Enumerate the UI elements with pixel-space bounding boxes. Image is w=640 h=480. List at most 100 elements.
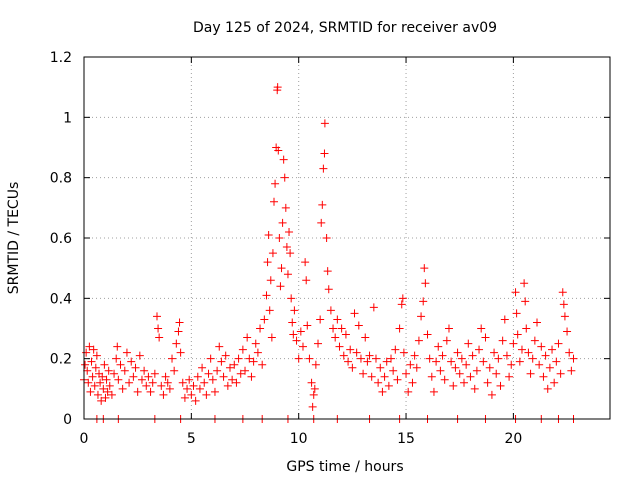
data-point (329, 324, 338, 333)
data-point (290, 306, 299, 315)
data-point (107, 390, 116, 399)
data-point (402, 369, 411, 378)
data-point (382, 357, 391, 366)
data-point (425, 354, 434, 363)
data-point (565, 348, 574, 357)
data-point (155, 333, 164, 342)
data-point (363, 357, 372, 366)
plot-frame (83, 56, 611, 420)
data-point (292, 336, 301, 345)
data-point (230, 360, 239, 369)
data-point (210, 387, 219, 396)
data-point (275, 234, 284, 242)
data-point (301, 258, 310, 267)
data-point (168, 354, 177, 363)
data-point (339, 351, 348, 360)
data-point (225, 363, 234, 372)
data-point (154, 324, 163, 333)
data-point (202, 390, 211, 399)
data-point (521, 297, 530, 306)
data-point (289, 330, 298, 339)
data-point (423, 330, 432, 339)
y-tick-label: 0 (63, 412, 72, 428)
data-point (110, 369, 119, 378)
data-point (270, 197, 279, 206)
data-point (217, 357, 226, 366)
data-point (560, 312, 569, 321)
data-point (125, 378, 134, 387)
data-point (513, 330, 522, 339)
data-point (251, 339, 260, 348)
axis-ticks: 0 5 10 15 20 0 0.2 0.4 0.6 0.8 1 1.2 (50, 50, 610, 447)
data-point (341, 330, 350, 339)
data-point (548, 345, 557, 354)
data-point (118, 384, 127, 393)
data-point (417, 312, 426, 321)
data-point (100, 360, 109, 369)
data-point (236, 369, 245, 378)
data-point (470, 384, 479, 393)
data-point (208, 375, 217, 384)
data-point (238, 345, 247, 354)
y-tick-label: 0.2 (50, 352, 72, 368)
data-point (387, 354, 396, 363)
data-point (267, 333, 276, 342)
data-point (537, 342, 546, 351)
data-point (395, 324, 404, 333)
data-point (264, 230, 273, 239)
data-point (294, 354, 303, 363)
data-point (317, 218, 326, 227)
data-point (414, 336, 423, 345)
data-point (563, 327, 572, 336)
data-point (288, 318, 297, 327)
data-point (305, 354, 314, 363)
data-point (308, 402, 317, 411)
data-point (174, 327, 183, 336)
data-point (309, 390, 318, 399)
data-point (545, 363, 554, 372)
data-point (113, 342, 122, 351)
data-point (97, 396, 106, 405)
data-point (277, 264, 286, 273)
data-point (419, 297, 428, 306)
data-point (453, 348, 462, 357)
data-point (451, 363, 460, 372)
data-point (485, 363, 494, 372)
data-point (87, 357, 96, 366)
data-point (265, 306, 274, 315)
data-point (333, 315, 342, 324)
data-point (302, 276, 311, 285)
data-point (131, 363, 140, 372)
data-point (507, 360, 516, 369)
data-point (380, 372, 389, 381)
data-point (282, 243, 291, 252)
data-point (569, 354, 578, 363)
data-point (157, 381, 166, 390)
data-point (522, 324, 531, 333)
data-point (500, 315, 509, 324)
data-point (172, 339, 181, 348)
data-point (258, 360, 267, 369)
data-point (90, 381, 99, 390)
data-point (460, 378, 469, 387)
data-point (193, 372, 202, 381)
data-point (344, 357, 353, 366)
data-point (150, 369, 159, 378)
data-point (477, 324, 486, 333)
data-point (316, 315, 325, 324)
data-point (213, 366, 222, 375)
y-tick-label: 0.8 (50, 171, 72, 187)
data-point (550, 378, 559, 387)
data-point (280, 173, 289, 182)
data-point (475, 345, 484, 354)
data-point (135, 351, 144, 360)
data-point (187, 390, 196, 399)
data-point (356, 354, 365, 363)
data-point (371, 354, 380, 363)
data-point (524, 348, 533, 357)
data-point (429, 387, 438, 396)
data-point (421, 279, 430, 288)
x-tick-label: 15 (397, 431, 415, 447)
data-point (310, 384, 319, 393)
data-point (285, 227, 294, 236)
